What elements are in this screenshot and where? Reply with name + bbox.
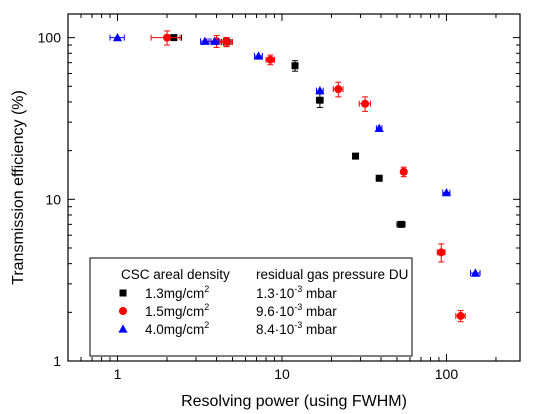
legend-header-pressure: residual gas pressure DU bbox=[256, 267, 408, 282]
legend-entries: 1.3mg/cm2 1.3·10-3 mbar 1.5mg/cm2 9.6·10-3 … bbox=[118, 284, 337, 337]
legend-pressure-label: 9.6·10-3 mbar bbox=[256, 302, 337, 319]
data-point-square bbox=[375, 174, 383, 182]
legend-density-label: 1.3mg/cm2 bbox=[145, 284, 209, 301]
data-point-square bbox=[397, 220, 405, 228]
legend-marker-square bbox=[119, 289, 127, 297]
y-tick-label: 1 bbox=[53, 353, 61, 369]
legend-box bbox=[89, 257, 413, 357]
data-point-circle bbox=[437, 248, 446, 257]
legend-marker-circle bbox=[119, 307, 127, 315]
axis-ticks bbox=[67, 14, 520, 362]
data-point-circle bbox=[334, 85, 343, 94]
y-axis-label: Transmission efficiency (%) bbox=[10, 90, 27, 285]
data-points bbox=[109, 30, 481, 323]
data-point-circle bbox=[163, 33, 172, 42]
data-point-circle bbox=[399, 167, 408, 176]
data-point-circle bbox=[456, 311, 465, 320]
legend-pressure-label: 8.4·10-3 mbar bbox=[256, 320, 337, 337]
data-point-triangle bbox=[200, 36, 210, 45]
data-point-circle bbox=[361, 99, 370, 108]
y-tick-label: 10 bbox=[45, 191, 61, 207]
x-tick-label: 10 bbox=[274, 366, 290, 382]
data-point-square bbox=[352, 152, 360, 160]
data-point-triangle bbox=[470, 268, 481, 277]
data-point-triangle bbox=[210, 36, 220, 45]
x-axis-label: Resolving power (using FWHM) bbox=[181, 393, 407, 410]
data-point-circle bbox=[266, 55, 275, 64]
legend-density-label: 1.5mg/cm2 bbox=[145, 302, 209, 319]
legend-header-density: CSC areal density bbox=[121, 267, 230, 282]
data-point-circle bbox=[222, 37, 231, 46]
legend-density-label: 4.0mg/cm2 bbox=[145, 320, 209, 337]
data-point-triangle bbox=[112, 33, 123, 42]
data-point-triangle bbox=[253, 51, 264, 60]
x-tick-label: 1 bbox=[114, 366, 122, 382]
legend-marker-triangle bbox=[118, 324, 128, 333]
data-point-square bbox=[291, 62, 299, 70]
data-point-triangle bbox=[374, 123, 384, 132]
axis-tick-labels: 1 10 100 1 10 100 bbox=[38, 30, 459, 382]
legend: CSC areal density residual gas pressure … bbox=[89, 257, 413, 357]
data-point-triangle bbox=[441, 188, 452, 197]
y-tick-label: 100 bbox=[38, 30, 62, 46]
data-point-square bbox=[316, 96, 324, 104]
x-tick-label: 100 bbox=[435, 366, 459, 382]
legend-pressure-label: 1.3·10-3 mbar bbox=[256, 284, 337, 301]
plot-frame bbox=[67, 13, 521, 362]
data-point-triangle bbox=[315, 86, 325, 95]
